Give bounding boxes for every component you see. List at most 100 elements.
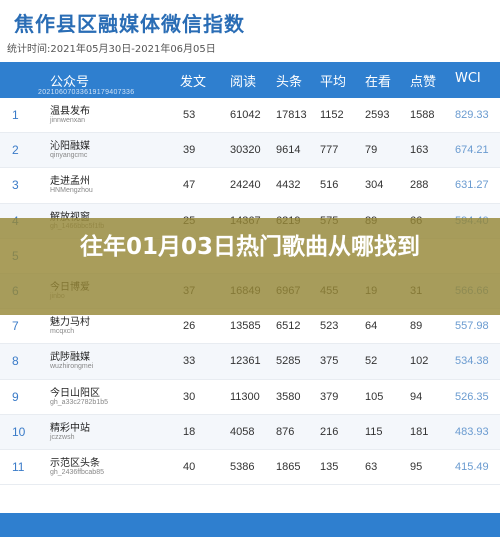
overlay-banner <box>0 218 500 315</box>
column-header-reads: 阅读 <box>230 75 257 90</box>
cell-reads: 12361 <box>230 355 261 368</box>
cell-wci: 557.98 <box>455 320 489 333</box>
cell-name: 精彩中站 <box>50 422 90 434</box>
cell-watching: 64 <box>365 320 378 333</box>
cell-name: 武陟融媒 <box>50 352 90 364</box>
cell-account: jczzwsh <box>50 433 75 441</box>
cell-wci: 631.27 <box>455 179 489 192</box>
cell-avg: 216 <box>320 425 339 438</box>
cell-name: 今日山阳区 <box>50 387 100 399</box>
cell-avg: 516 <box>320 179 339 192</box>
cell-posts: 33 <box>183 355 196 368</box>
cell-account: gh_a33c2782b1b5 <box>50 398 109 406</box>
cell-avg: 379 <box>320 390 339 403</box>
cell-account: gh_2436ffbcab85 <box>50 468 104 476</box>
cell-headline: 6512 <box>276 320 301 333</box>
page-title: 焦作县区融媒体微信指数 <box>14 12 245 36</box>
column-header-watching: 在看 <box>365 75 392 90</box>
cell-watching: 304 <box>365 179 384 192</box>
table-row[interactable]: 8 武陟融媒 wuzhirongmei 33 12361 5285 375 52 102 534.… <box>0 344 500 380</box>
cell-headline: 876 <box>276 425 295 438</box>
column-header-posts: 发文 <box>180 75 207 90</box>
cell-rank: 9 <box>12 389 19 404</box>
cell-reads: 61042 <box>230 109 261 121</box>
cell-avg: 375 <box>320 355 339 368</box>
table-row[interactable]: 7 魅力马村 mcqxch 26 13585 6512 523 64 89 557.98 <box>0 309 500 345</box>
cell-rank: 2 <box>12 143 19 158</box>
table-header: 公众号 发文 阅读 头条 平均 在看 点赞 WCI 20210607033619… <box>0 62 500 98</box>
cell-rank: 3 <box>12 178 19 193</box>
cell-avg: 777 <box>320 144 339 157</box>
cell-watching: 2593 <box>365 109 390 121</box>
cell-name: 解放视窗 <box>50 208 90 223</box>
table-row[interactable]: 3 走进孟州 HNMengzhou 47 24240 4432 516 304 288 631.2… <box>0 168 500 204</box>
cell-avg: 1152 <box>320 109 344 121</box>
cell-watching: 115 <box>365 425 383 438</box>
cell-posts: 30 <box>183 390 196 403</box>
column-header-account: 公众号 <box>50 75 90 90</box>
cell-reads: 11300 <box>230 390 260 403</box>
banner-headline[interactable]: 往年01月03日热门歌曲从哪找到 <box>79 234 420 260</box>
cell-rank: 1 <box>12 108 19 122</box>
cell-name: 示范区头条 <box>50 457 100 469</box>
cell-reads: 4058 <box>230 425 255 438</box>
cell-likes: 1588 <box>410 109 435 121</box>
cell-wci: 415.49 <box>455 460 489 473</box>
cell-likes: 102 <box>410 355 429 368</box>
table-row[interactable]: 2 沁阳融媒 qinyangcmc 39 30320 9614 777 79 163 674.21 <box>0 133 500 169</box>
cell-name: 沁阳融媒 <box>50 141 90 153</box>
cell-wci: 483.93 <box>455 425 489 438</box>
header-id-text: 20210607033619179407336 <box>38 89 135 96</box>
cell-reads: 24240 <box>230 179 261 192</box>
cell-posts: 26 <box>183 320 196 333</box>
bottom-bar <box>0 513 500 537</box>
cell-likes: 94 <box>410 390 423 403</box>
cell-likes: 288 <box>410 179 429 192</box>
cell-avg: 523 <box>320 320 339 333</box>
column-header-likes: 点赞 <box>410 75 437 90</box>
cell-account: mcqxch <box>50 328 75 336</box>
cell-reads: 30320 <box>230 144 261 157</box>
cell-headline: 17813 <box>276 109 307 121</box>
cell-account: qinyangcmc <box>50 152 88 160</box>
cell-posts: 47 <box>183 179 196 192</box>
cell-watching: 79 <box>365 144 378 157</box>
statistics-period: 统计时间:2021年05月30日-2021年06月05日 <box>7 44 216 55</box>
cell-headline: 4432 <box>276 179 301 192</box>
cell-likes: 163 <box>410 144 429 157</box>
cell-wci: 534.38 <box>455 355 489 368</box>
cell-rank: 7 <box>12 319 19 334</box>
cell-reads: 5386 <box>230 460 255 473</box>
cell-name: 魅力马村 <box>50 317 90 329</box>
cell-avg: 135 <box>320 460 339 473</box>
table-row[interactable]: 9 今日山阳区 gh_a33c2782b1b5 30 11300 3580 379 105 94… <box>0 380 500 415</box>
cell-watching: 63 <box>365 460 378 473</box>
cell-wci: 829.33 <box>455 109 489 121</box>
cell-account: wuzhirongmei <box>50 363 94 371</box>
cell-watching: 52 <box>365 355 378 368</box>
cell-rank: 10 <box>12 424 26 439</box>
cell-headline: 3580 <box>276 390 301 403</box>
column-header-headline: 头条 <box>276 75 303 90</box>
cell-account: HNMengzhou <box>50 187 93 195</box>
cell-rank: 8 <box>12 354 19 369</box>
cell-posts: 18 <box>183 425 196 438</box>
cell-reads: 13585 <box>230 320 261 333</box>
cell-posts: 39 <box>183 144 196 157</box>
table-row[interactable]: 11 示范区头条 gh_2436ffbcab85 40 5386 1865 135 63 95 4… <box>0 450 500 486</box>
cell-watching: 105 <box>365 390 384 403</box>
cell-posts: 40 <box>183 460 196 473</box>
table-row[interactable]: 1 温县发布 jinnwenxan 53 61042 17813 1152 2593 1588 8… <box>0 98 500 134</box>
cell-likes: 181 <box>410 425 429 438</box>
cell-posts: 53 <box>183 109 196 121</box>
cell-name: 走进孟州 <box>50 176 90 188</box>
cell-account: jinnwenxan <box>50 117 86 124</box>
cell-wci: 526.35 <box>455 390 489 403</box>
cell-name: 温县发布 <box>50 106 90 117</box>
cell-headline: 5285 <box>276 355 301 368</box>
cell-likes: 95 <box>410 460 423 473</box>
table-row[interactable]: 10 精彩中站 jczzwsh 18 4058 876 216 115 181 483.93 <box>0 414 500 450</box>
column-header-average: 平均 <box>320 75 347 90</box>
cell-rank: 11 <box>12 459 25 474</box>
cell-wci: 674.21 <box>455 144 489 157</box>
